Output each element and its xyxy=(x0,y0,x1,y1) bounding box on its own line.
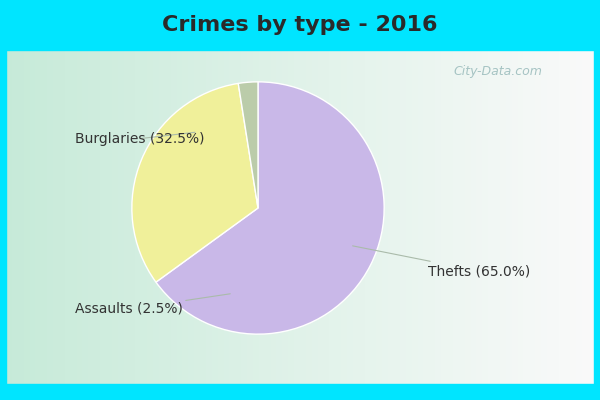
Bar xyxy=(594,0,600,400)
Bar xyxy=(0,0,600,50)
Wedge shape xyxy=(132,83,258,282)
Wedge shape xyxy=(238,82,258,208)
Bar xyxy=(0,0,6,400)
Bar xyxy=(0,384,600,400)
Text: Burglaries (32.5%): Burglaries (32.5%) xyxy=(75,132,205,146)
Text: Thefts (65.0%): Thefts (65.0%) xyxy=(353,246,530,278)
Text: Assaults (2.5%): Assaults (2.5%) xyxy=(75,294,230,316)
Text: City-Data.com: City-Data.com xyxy=(454,66,542,78)
Text: Crimes by type - 2016: Crimes by type - 2016 xyxy=(162,15,438,35)
Wedge shape xyxy=(156,82,384,334)
